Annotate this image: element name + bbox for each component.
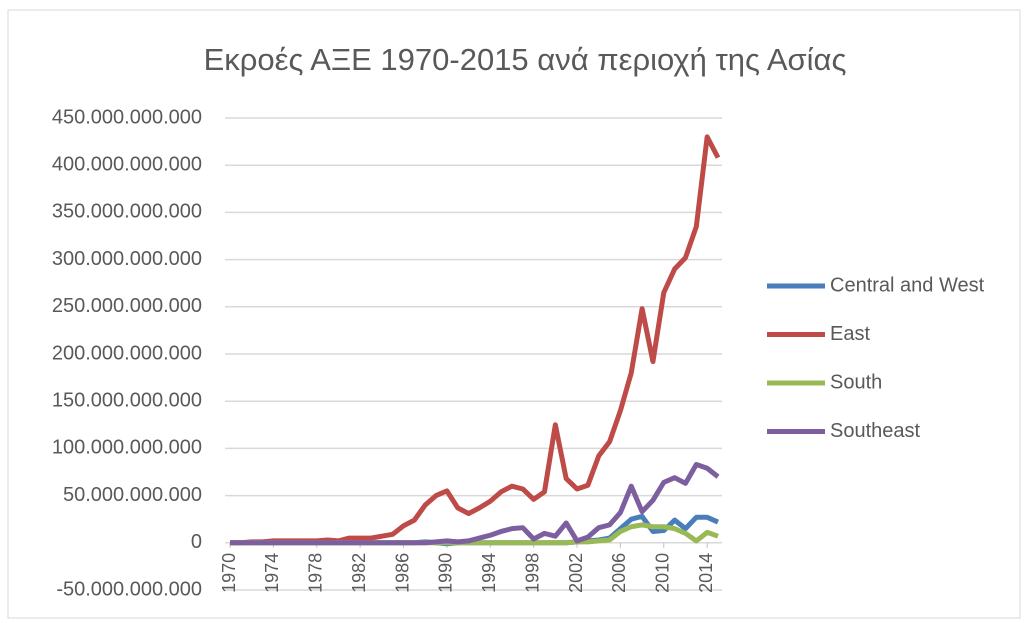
y-tick-label: 450.000.000.000 xyxy=(52,106,202,128)
y-tick-label: 200.000.000.000 xyxy=(52,342,202,364)
x-tick-label: 2010 xyxy=(653,553,673,593)
y-tick-label: 100.000.000.000 xyxy=(52,437,202,459)
x-tick-label: 1998 xyxy=(522,553,542,593)
y-tick-label: 50.000.000.000 xyxy=(63,484,202,506)
y-tick-label: -50.000.000.000 xyxy=(56,578,202,600)
series-line xyxy=(230,461,720,546)
x-tick-label: 1978 xyxy=(306,553,326,593)
chart-title: Εκροές ΑΞΕ 1970-2015 ανά περιοχή της Ασί… xyxy=(204,42,847,77)
x-tick-label: 1986 xyxy=(392,553,412,593)
x-tick-label: 2002 xyxy=(566,553,586,593)
x-tick-label: 1970 xyxy=(219,553,239,593)
y-tick-label: 350.000.000.000 xyxy=(52,201,202,223)
legend-label: Southeast xyxy=(830,420,921,442)
legend-label: East xyxy=(830,323,870,345)
y-tick-label: 0 xyxy=(191,531,202,553)
x-tick-label: 2014 xyxy=(696,553,716,593)
x-tick-label: 2006 xyxy=(609,553,629,593)
x-tick-label: 1982 xyxy=(349,553,369,593)
legend-label: South xyxy=(830,371,882,393)
y-tick-label: 400.000.000.000 xyxy=(52,153,202,175)
legend-label: Central and West xyxy=(830,274,985,296)
x-tick-label: 1990 xyxy=(436,553,456,593)
x-tick-label: 1974 xyxy=(262,553,282,593)
x-tick-label: 1994 xyxy=(479,553,499,593)
y-tick-label: 300.000.000.000 xyxy=(52,248,202,270)
y-tick-label: 250.000.000.000 xyxy=(52,295,202,317)
y-tick-label: 150.000.000.000 xyxy=(52,389,202,411)
chart-border xyxy=(7,9,1021,619)
